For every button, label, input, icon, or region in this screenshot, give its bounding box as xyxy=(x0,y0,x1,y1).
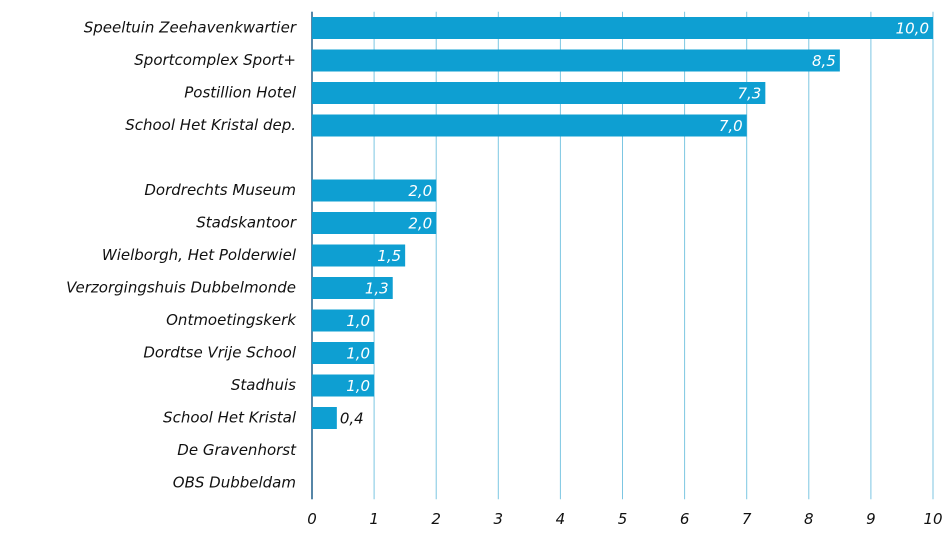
y-tick-label: Dordrechts Museum xyxy=(144,181,296,199)
bar xyxy=(312,179,437,202)
bar xyxy=(312,49,840,72)
value-label: 7,0 xyxy=(719,117,743,135)
value-label: 8,5 xyxy=(812,52,836,70)
y-tick-label: Stadskantoor xyxy=(196,214,297,232)
value-label: 1,5 xyxy=(377,247,401,265)
y-tick-label: Speeltuin Zeehavenkwartier xyxy=(84,19,297,37)
value-label: 1,0 xyxy=(346,345,370,363)
value-label: 1,0 xyxy=(346,312,370,330)
y-tick-label: De Gravenhorst xyxy=(177,441,297,459)
bar xyxy=(312,407,337,429)
x-tick-label: 6 xyxy=(680,510,690,528)
value-label: 1,0 xyxy=(346,377,370,395)
bar xyxy=(312,309,375,332)
x-tick-label: 4 xyxy=(556,510,566,528)
x-tick-label: 2 xyxy=(431,510,441,528)
bar xyxy=(312,17,933,39)
y-tick-label: Wielborgh, Het Polderwiel xyxy=(102,246,297,264)
y-tick-label: Postillion Hotel xyxy=(184,84,297,102)
value-label: 2,0 xyxy=(408,182,432,200)
x-tick-label: 1 xyxy=(369,510,379,528)
value-label: 10,0 xyxy=(896,20,929,38)
y-tick-label: Stadhuis xyxy=(231,376,296,394)
bar xyxy=(312,244,406,267)
x-tick-label: 7 xyxy=(742,510,752,528)
x-tick-label: 0 xyxy=(307,510,317,528)
y-tick-label: School Het Kristal xyxy=(163,409,297,427)
y-tick-label: School Het Kristal dep. xyxy=(125,116,296,134)
bar xyxy=(312,277,393,299)
bar xyxy=(312,342,375,364)
x-tick-label: 3 xyxy=(494,510,504,528)
y-tick-label: Sportcomplex Sport+ xyxy=(134,51,296,69)
bar xyxy=(312,374,375,397)
value-label: 0,4 xyxy=(340,410,364,428)
y-tick-label: Dordtse Vrije School xyxy=(143,344,296,362)
x-tick-label: 5 xyxy=(618,510,628,528)
value-label: 7,3 xyxy=(737,85,761,103)
y-tick-label: Ontmoetingskerk xyxy=(166,311,297,329)
bar xyxy=(312,82,766,104)
x-tick-label: 10 xyxy=(923,510,942,528)
bar xyxy=(312,114,747,137)
value-label: 2,0 xyxy=(408,215,432,233)
bar xyxy=(312,212,437,234)
value-label: 1,3 xyxy=(365,280,389,298)
y-tick-label: Verzorgingshuis Dubbelmonde xyxy=(66,279,296,297)
y-tick-label: OBS Dubbeldam xyxy=(173,474,296,492)
x-tick-label: 9 xyxy=(866,510,876,528)
x-tick-label: 8 xyxy=(804,510,814,528)
